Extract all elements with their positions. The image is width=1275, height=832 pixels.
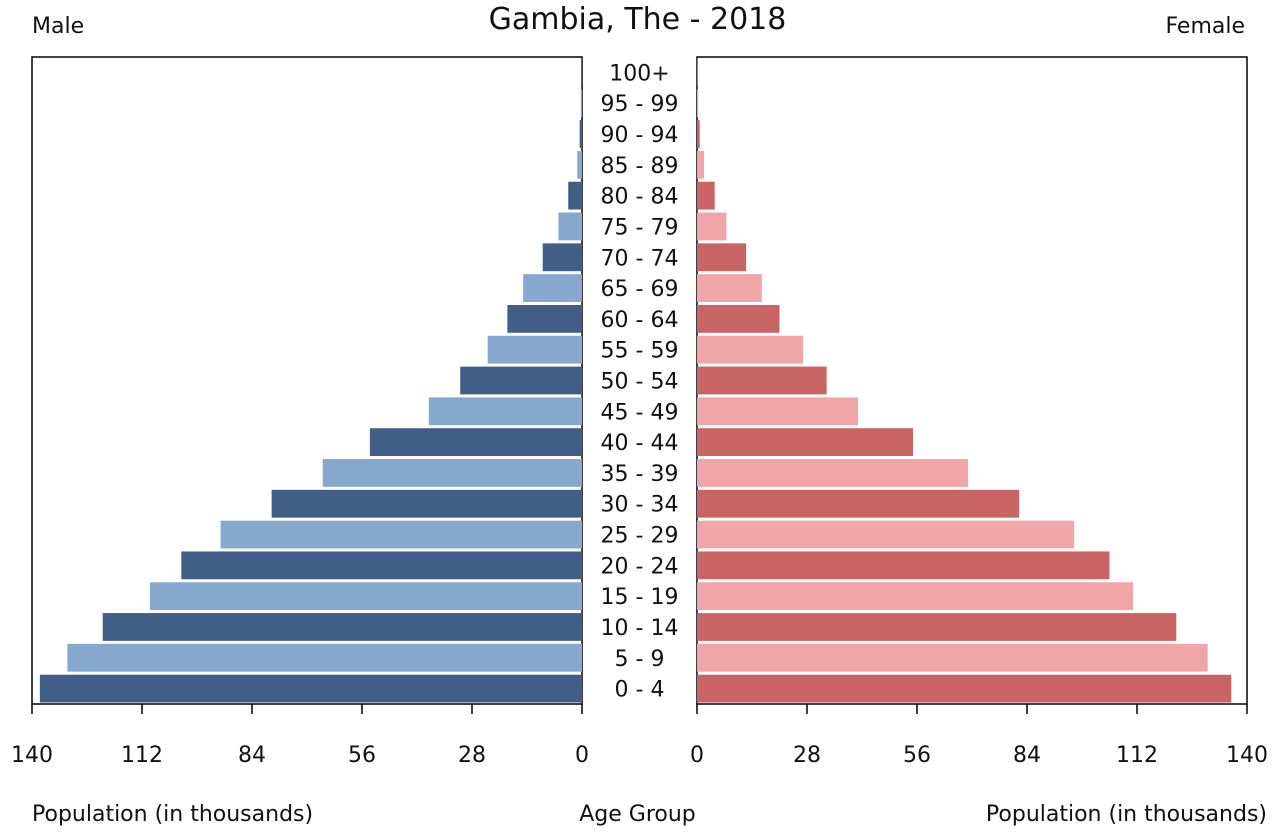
female-bar-13: [697, 274, 762, 302]
male-x-tick-label-5: 140: [11, 743, 53, 768]
female-bar-18: [697, 120, 700, 148]
male-label: Male: [32, 14, 85, 39]
male-bar-11: [487, 335, 582, 364]
female-bar-12: [697, 304, 780, 333]
male-bar-10: [460, 366, 582, 395]
male-bar-20: [581, 58, 582, 87]
x-axis-label-right: Population (in thousands): [985, 802, 1267, 827]
age-group-label-15: 75 - 79: [601, 215, 679, 240]
chart-title: Gambia, The - 2018: [488, 2, 787, 37]
age-group-label-19: 95 - 99: [601, 92, 679, 117]
female-bar-14: [697, 243, 747, 272]
male-x-tick-label-3: 84: [238, 743, 266, 768]
x-axis-label-left: Population (in thousands): [32, 802, 314, 827]
female-bar-19: [697, 89, 699, 118]
male-x-tick-label-1: 28: [458, 743, 486, 768]
male-bar-18: [579, 120, 582, 148]
female-bar-2: [697, 613, 1177, 641]
male-bar-8: [369, 428, 582, 457]
female-bar-7: [697, 459, 969, 487]
female-bar-17: [697, 150, 705, 179]
female-x-tick-label-4: 112: [1116, 743, 1158, 768]
age-group-label-5: 25 - 29: [601, 524, 679, 549]
age-group-label-6: 30 - 34: [601, 493, 679, 518]
male-bar-14: [542, 243, 582, 272]
age-group-label-11: 55 - 59: [601, 339, 679, 364]
age-group-label-17: 85 - 89: [601, 154, 679, 179]
male-bar-15: [558, 212, 582, 241]
female-bar-5: [697, 520, 1075, 549]
female-bar-9: [697, 397, 859, 426]
female-bar-16: [697, 181, 715, 210]
age-group-label-20: 100+: [609, 61, 669, 86]
female-x-tick-label-1: 28: [793, 743, 821, 768]
age-group-label-2: 10 - 14: [601, 616, 679, 641]
female-label: Female: [1165, 14, 1245, 39]
age-group-label-0: 0 - 4: [615, 678, 665, 703]
male-bar-12: [507, 304, 582, 333]
male-bar-4: [181, 551, 583, 580]
age-group-label-9: 45 - 49: [601, 400, 679, 425]
age-group-label-7: 35 - 39: [601, 462, 679, 487]
age-group-label-13: 65 - 69: [601, 277, 679, 302]
age-group-label-14: 70 - 74: [601, 246, 679, 271]
female-bar-1: [697, 643, 1208, 672]
male-bar-2: [102, 613, 582, 641]
female-bar-11: [697, 335, 804, 364]
age-group-label-16: 80 - 84: [601, 185, 679, 210]
male-bar-6: [271, 489, 582, 518]
female-bar-15: [697, 212, 727, 241]
female-bar-3: [697, 582, 1134, 611]
male-bar-3: [149, 582, 582, 611]
male-bar-1: [67, 643, 583, 672]
male-bar-0: [39, 674, 583, 703]
male-x-tick-label-0: 0: [575, 743, 589, 768]
age-group-label-10: 50 - 54: [601, 370, 679, 395]
age-group-label-12: 60 - 64: [601, 308, 679, 333]
male-bar-16: [568, 181, 582, 210]
male-bar-17: [577, 150, 582, 179]
age-group-label-18: 90 - 94: [601, 123, 679, 148]
female-bar-10: [697, 366, 827, 395]
male-bar-19: [580, 89, 582, 118]
male-x-tick-label-2: 56: [348, 743, 376, 768]
female-x-tick-label-5: 140: [1226, 743, 1268, 768]
female-bar-6: [697, 489, 1020, 518]
female-bar-0: [697, 674, 1232, 703]
female-x-tick-label-3: 84: [1013, 743, 1041, 768]
male-bar-5: [220, 520, 583, 549]
age-group-label-1: 5 - 9: [615, 647, 665, 672]
female-bar-20: [697, 58, 698, 87]
female-bar-4: [697, 551, 1110, 580]
age-group-label-4: 20 - 24: [601, 554, 679, 579]
male-bar-13: [523, 274, 582, 302]
female-x-tick-label-0: 0: [690, 743, 704, 768]
female-x-tick-label-2: 56: [903, 743, 931, 768]
female-bar-8: [697, 428, 914, 457]
age-group-label-3: 15 - 19: [601, 585, 679, 610]
age-group-label-8: 40 - 44: [601, 431, 679, 456]
male-x-tick-label-4: 112: [121, 743, 163, 768]
x-axis-label-center: Age Group: [579, 802, 696, 827]
male-bar-7: [322, 459, 582, 487]
male-bar-9: [428, 397, 582, 426]
